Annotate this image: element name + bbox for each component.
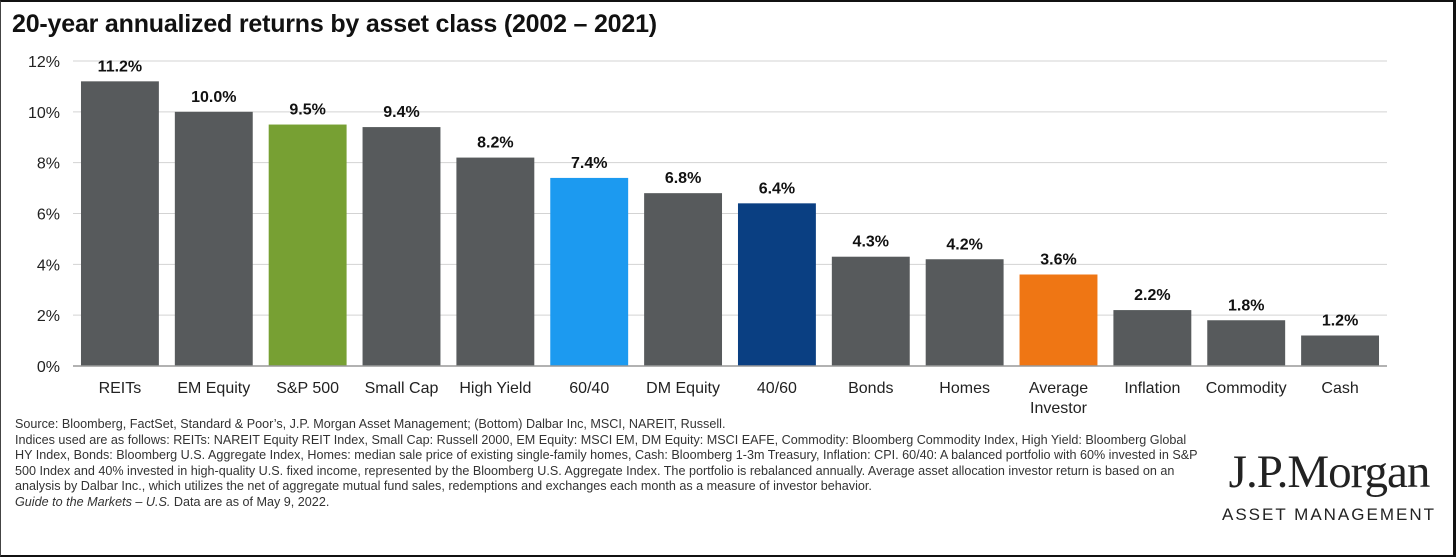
y-tick-label: 0% (37, 359, 60, 376)
x-tick-label: High Yield (459, 380, 531, 397)
data-label: 7.4% (571, 155, 607, 172)
logo-tagline: ASSET MANAGEMENT (1222, 505, 1436, 524)
bar (831, 256, 910, 366)
data-label: 1.2% (1322, 313, 1358, 330)
data-date: Data are as of May 9, 2022. (170, 494, 330, 509)
indices-note: Indices used are as follows: REITs: NARE… (15, 432, 1198, 494)
jpmorgan-logo: J.P.Morgan ASSET MANAGEMENT (1218, 447, 1440, 525)
y-tick-label: 12% (28, 54, 60, 71)
data-label: 9.4% (383, 104, 419, 121)
data-label: 10.0% (191, 89, 236, 106)
data-label: 3.6% (1040, 252, 1076, 269)
bar (1113, 310, 1192, 366)
x-tick-label: 40/60 (757, 380, 797, 397)
bars (80, 81, 1380, 367)
data-label: 4.2% (946, 236, 982, 253)
bar (456, 157, 535, 366)
x-tick-label: S&P 500 (276, 380, 339, 397)
bar (1207, 320, 1286, 366)
x-tick-label: Bonds (848, 380, 893, 397)
chart-title: 20-year annualized returns by asset clas… (12, 10, 657, 38)
bar (644, 193, 723, 366)
data-label: 6.8% (665, 170, 701, 187)
source-notes: Source: Bloomberg, FactSet, Standard & P… (15, 417, 1200, 510)
bar (925, 259, 1004, 366)
bar (80, 81, 159, 366)
x-tick-label: Inflation (1124, 380, 1180, 397)
y-tick-label: 2% (37, 308, 60, 325)
data-label: 6.4% (759, 180, 795, 197)
guide-note: Guide to the Markets – U.S. Data are as … (15, 495, 1200, 511)
bar (550, 177, 629, 366)
y-tick-label: 8% (37, 156, 60, 173)
x-tick-label: Homes (939, 380, 990, 397)
y-tick-label: 6% (37, 207, 60, 224)
x-tick-label: Investor (1030, 400, 1088, 417)
bar (1301, 335, 1380, 366)
data-label: 4.3% (853, 234, 889, 251)
data-label: 8.2% (477, 135, 513, 152)
data-label: 11.2% (98, 58, 142, 75)
data-label: 2.2% (1134, 287, 1170, 304)
bar (1019, 274, 1098, 366)
source-line: Source: Bloomberg, FactSet, Standard & P… (15, 417, 726, 431)
bar (268, 124, 347, 367)
x-tick-label: Cash (1321, 380, 1358, 397)
data-label: 1.8% (1228, 297, 1264, 314)
x-tick-label: Average (1029, 380, 1088, 397)
logo-name: J.P.Morgan (1228, 446, 1431, 498)
guide-title: Guide to the Markets – U.S. (15, 494, 171, 509)
x-tick-label: Commodity (1206, 380, 1287, 397)
y-tick-label: 4% (37, 257, 60, 274)
bar (362, 127, 441, 366)
y-tick-label: 10% (28, 105, 60, 122)
bar (174, 111, 253, 366)
bar-chart: 0% 2% 4% 6% 8% 10% 12% 11.2% 10.0% 9.5% 9.4% 8.2% 7… (28, 54, 1387, 417)
x-tick-label: EM Equity (177, 380, 250, 397)
data-label: 9.5% (289, 102, 325, 119)
x-tick-label: REITs (99, 380, 142, 397)
x-tick-label: Small Cap (365, 380, 439, 397)
y-axis: 0% 2% 4% 6% 8% 10% 12% (28, 54, 60, 376)
x-tick-label: 60/40 (569, 380, 609, 397)
data-labels: 11.2% 10.0% 9.5% 9.4% 8.2% 7.4% 6.8% 6.4% 4.3% 4.… (98, 58, 1359, 329)
x-tick-label: DM Equity (646, 380, 720, 397)
x-axis: REITs EM Equity S&P 500 Small Cap High Yield… (73, 365, 1387, 417)
bar (737, 203, 816, 366)
